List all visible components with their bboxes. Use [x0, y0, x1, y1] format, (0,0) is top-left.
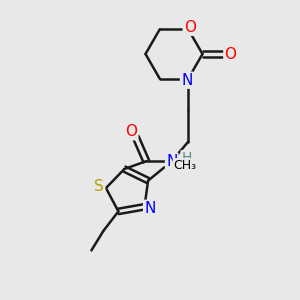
Text: O: O	[125, 124, 137, 139]
Text: CH₃: CH₃	[174, 159, 197, 172]
Text: S: S	[94, 179, 104, 194]
Text: N: N	[144, 201, 155, 216]
Text: N: N	[181, 73, 192, 88]
Text: H: H	[182, 151, 192, 165]
Text: N: N	[166, 154, 177, 169]
Text: O: O	[184, 20, 196, 35]
Text: O: O	[224, 46, 236, 62]
